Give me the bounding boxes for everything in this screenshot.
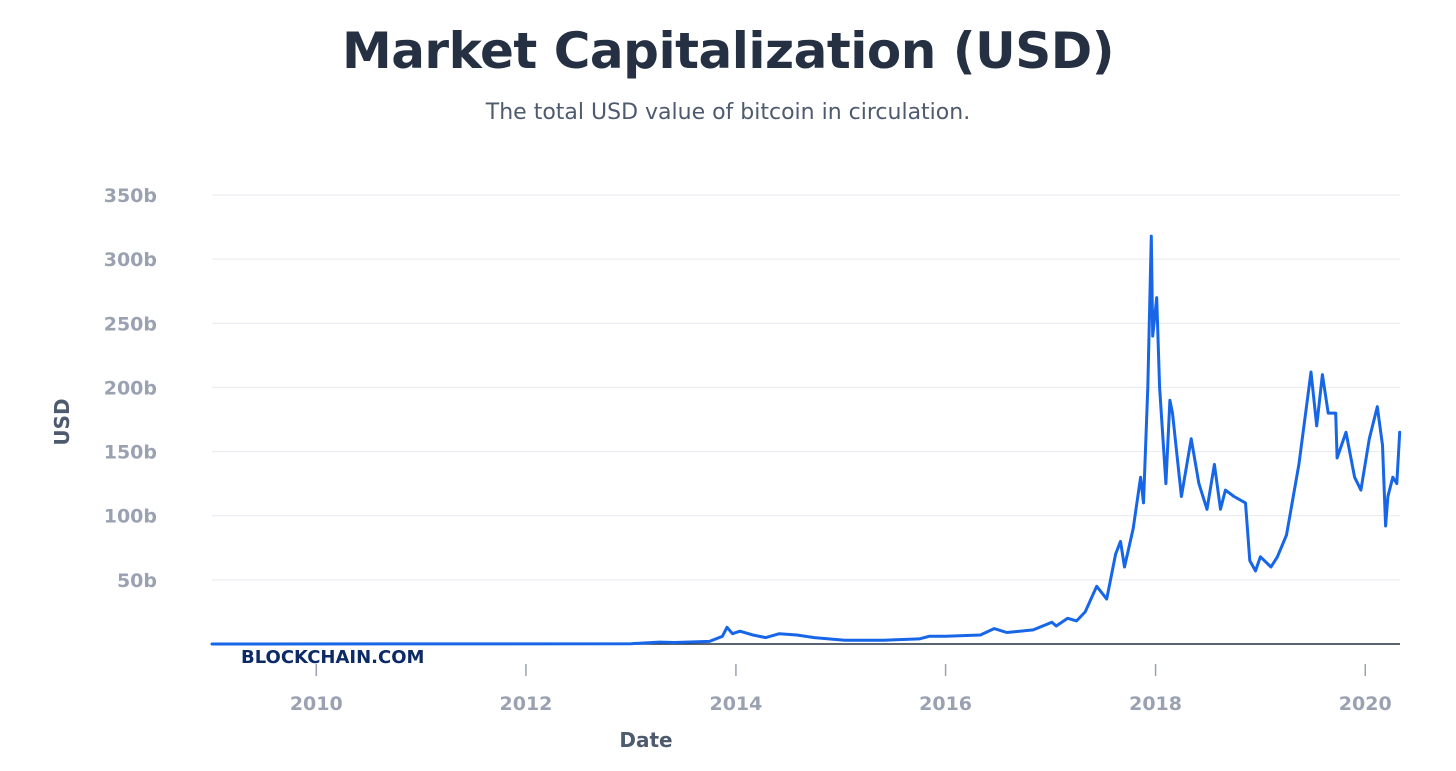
y-tick-label: 250b bbox=[104, 313, 157, 335]
chart-title: Market Capitalization (USD) bbox=[341, 22, 1115, 80]
x-tick-label: 2014 bbox=[709, 693, 762, 715]
y-tick-label: 300b bbox=[104, 249, 157, 271]
x-axis-label: Date bbox=[619, 728, 672, 752]
y-tick-label: 150b bbox=[104, 442, 157, 464]
x-tick-label: 2016 bbox=[919, 693, 972, 715]
y-tick-label: 350b bbox=[104, 185, 157, 207]
y-axis-ticks: 50b 100b 150b 200b 250b 300b 350b bbox=[104, 185, 157, 592]
blockchain-watermark: BLOCKCHAIN.COM bbox=[241, 647, 424, 668]
y-tick-label: 50b bbox=[117, 570, 157, 592]
x-tick-label: 2018 bbox=[1129, 693, 1182, 715]
y-tick-label: 200b bbox=[104, 377, 157, 399]
x-axis-ticks: 2010 2012 2014 2016 2018 2020 bbox=[290, 664, 1392, 715]
grid-lines bbox=[212, 194, 1400, 581]
x-tick-label: 2020 bbox=[1339, 693, 1392, 715]
y-tick-label: 100b bbox=[104, 506, 157, 528]
x-tick-label: 2012 bbox=[500, 693, 553, 715]
series-line-market-cap[interactable] bbox=[210, 234, 1402, 646]
chart-subtitle: The total USD value of bitcoin in circul… bbox=[485, 100, 971, 125]
x-tick-label: 2010 bbox=[290, 693, 343, 715]
y-axis-label: USD bbox=[50, 398, 74, 445]
